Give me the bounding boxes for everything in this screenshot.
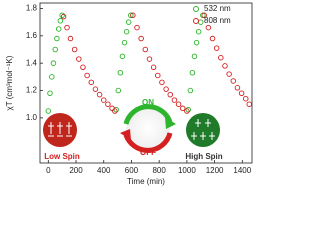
high-spin-levels (191, 119, 215, 140)
point (115, 87, 122, 94)
point (71, 46, 78, 53)
point (175, 101, 182, 107)
point (50, 60, 57, 66)
point (150, 64, 157, 71)
point (57, 18, 64, 24)
y-axis-label: χT (cm³mol⁻¹K) (5, 55, 14, 110)
point (138, 35, 144, 42)
point (125, 19, 132, 25)
point (218, 54, 224, 61)
point (64, 24, 70, 31)
point (179, 105, 186, 112)
point (55, 26, 62, 32)
x-tick-label: 400 (97, 166, 111, 175)
point (76, 56, 82, 62)
point (60, 13, 67, 20)
x-tick-label: 1000 (178, 166, 196, 175)
point (88, 79, 95, 86)
point (222, 63, 228, 69)
inset-center (126, 106, 170, 150)
x-tick-label: 1200 (206, 166, 224, 175)
point (155, 72, 161, 79)
point (191, 53, 198, 60)
point (105, 101, 111, 107)
point (52, 46, 58, 53)
point (112, 108, 118, 114)
point (243, 95, 249, 102)
y-tick-label: 1.2 (26, 86, 38, 95)
point (59, 12, 65, 19)
point (230, 78, 237, 84)
x-tick-label: 0 (46, 166, 51, 175)
off-arrowhead (120, 129, 131, 140)
point (47, 90, 53, 97)
low-spin-label: Low Spin (44, 152, 80, 161)
x-axis-label: Time (min) (127, 177, 165, 186)
high-spin-label: High Spin (185, 152, 222, 161)
point (49, 74, 55, 80)
chart: Time (min) χT (cm³mol⁻¹K) ON OFF Low Spi… (5, 2, 253, 186)
point (128, 12, 134, 19)
point (92, 86, 99, 92)
point (238, 90, 245, 97)
inset: ON OFF Low Spin High Spin (43, 98, 223, 161)
on-label: ON (142, 98, 154, 107)
point (159, 79, 165, 86)
point (189, 69, 196, 76)
point (134, 24, 140, 31)
point (197, 19, 204, 25)
on-arrow (123, 104, 173, 125)
x-tick-label: 1400 (233, 166, 251, 175)
point (84, 72, 90, 79)
point (167, 91, 173, 98)
point (100, 97, 107, 103)
point (187, 87, 194, 94)
point (171, 97, 178, 103)
off-arrow (123, 132, 173, 153)
point (96, 91, 103, 98)
point (54, 35, 60, 42)
point (185, 106, 192, 113)
high-spin-icon (186, 113, 220, 147)
point (209, 35, 216, 42)
point (201, 12, 207, 19)
point (184, 108, 190, 114)
x-tick-label: 200 (69, 166, 83, 175)
point (119, 53, 126, 60)
y-tick-label: 1.4 (26, 58, 38, 67)
point (193, 39, 200, 46)
point (80, 64, 86, 71)
point (234, 85, 241, 91)
point (163, 86, 169, 92)
point (146, 56, 153, 62)
off-label: OFF (140, 148, 156, 157)
legend-marker (193, 18, 199, 24)
point (205, 24, 212, 31)
y-tick-label: 1.6 (26, 31, 38, 40)
y-tick-label: 1.8 (26, 4, 38, 13)
x-tick-label: 600 (125, 166, 139, 175)
low-spin-levels (48, 122, 72, 137)
legend-marker (193, 6, 199, 12)
point (123, 28, 130, 35)
point (121, 39, 128, 46)
point (246, 101, 252, 107)
point (109, 105, 115, 112)
point (45, 108, 52, 114)
point (195, 28, 202, 35)
point (130, 12, 136, 19)
legend-label: 532 nm (204, 4, 231, 13)
point (67, 35, 74, 42)
on-arrowhead (165, 117, 176, 129)
point (117, 69, 124, 76)
x-tick-label: 800 (152, 166, 166, 175)
point (213, 45, 220, 51)
plot-frame (39, 2, 253, 164)
y-tick-label: 1.0 (26, 113, 38, 122)
point (226, 71, 232, 77)
legend-label: 808 nm (204, 16, 231, 25)
point (142, 46, 149, 53)
